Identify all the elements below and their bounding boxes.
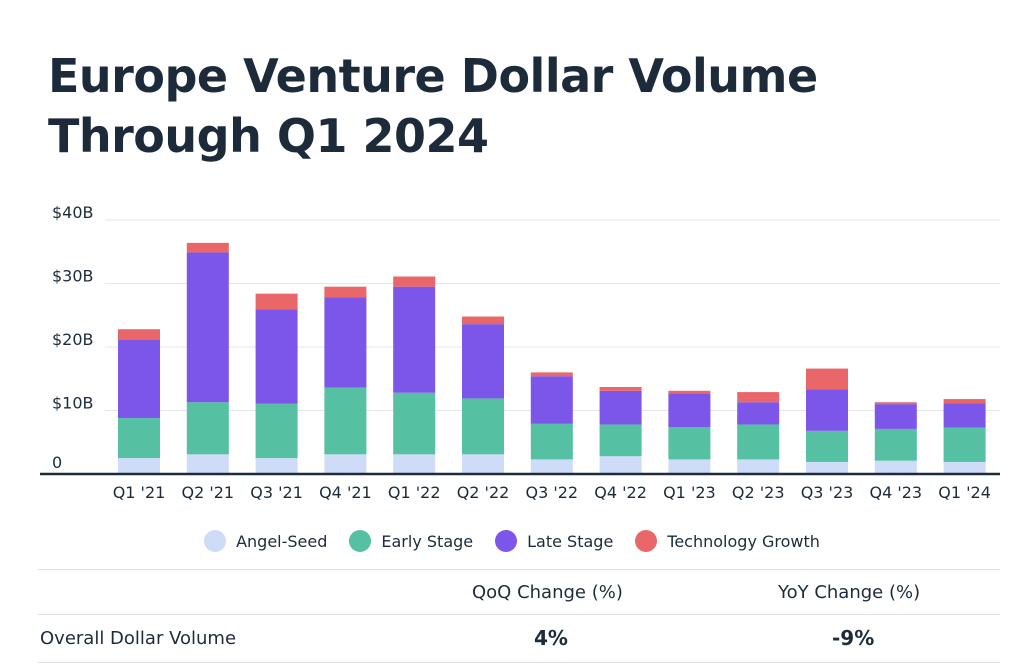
qoq-value: 4%: [534, 626, 568, 650]
legend-swatch-angel-seed: [204, 530, 227, 552]
bar-segment: [393, 392, 436, 455]
bar-segment: [599, 390, 642, 425]
yoy-value: -9%: [832, 626, 875, 650]
legend-label-late-stage: Late Stage: [527, 531, 614, 551]
x-tick-label: Q1 '23: [663, 483, 716, 502]
x-tick-label: Q3 '22: [525, 483, 578, 502]
bar-segment: [599, 424, 642, 457]
legend-item-late-stage: Late Stage: [495, 530, 613, 552]
bar-segment: [118, 340, 160, 419]
bar-segment: [186, 242, 229, 253]
y-tick-label: $10B: [52, 394, 94, 413]
y-tick-label: $30B: [52, 267, 94, 286]
bar-segment: [668, 393, 711, 428]
bar-segment: [668, 459, 711, 474]
legend-label-angel-seed: Angel-Seed: [236, 531, 328, 551]
bar-segment: [186, 252, 229, 403]
bar-segment: [393, 286, 436, 393]
x-tick-label: Q4 '22: [594, 483, 647, 502]
legend-swatch-technology-growth: [635, 530, 658, 552]
axes: 0 $10B $20B $30B $40B Q1 '21 Q2 '21 Q3 '21 Q4 '2…: [40, 203, 1000, 502]
chart-title: Europe Venture Dollar Volume Through Q1 …: [48, 49, 818, 163]
bar-segment: [462, 398, 504, 455]
bar-segment: [737, 402, 780, 425]
bar-segment: [874, 402, 917, 405]
bar-segment: [806, 461, 848, 474]
table-divider-bottom: [38, 662, 1000, 663]
bar-segment: [530, 423, 573, 460]
bar-segment: [806, 389, 848, 431]
x-tick-label: Q1 '22: [388, 483, 441, 502]
bar-segment: [599, 456, 642, 474]
bar-segment: [943, 461, 986, 474]
legend-swatch-early-stage: [349, 530, 372, 552]
bar-segment: [462, 324, 504, 399]
bar-segment: [324, 286, 367, 298]
bar-segment: [874, 428, 917, 461]
bar-segment: [806, 430, 848, 462]
bar-segment: [806, 368, 848, 390]
legend-item-early-stage: Early Stage: [349, 530, 473, 552]
y-tick-label: $40B: [52, 203, 94, 222]
y-tick-label: $20B: [52, 330, 94, 349]
bar-segment: [118, 418, 160, 459]
bar-segment: [255, 458, 298, 474]
overall-dollar-volume-label: Overall Dollar Volume: [40, 628, 237, 649]
y-tick-label: 0: [52, 453, 62, 472]
bar-segment: [324, 297, 367, 388]
bar-segment: [186, 454, 229, 474]
bar-segment: [255, 293, 298, 310]
bar-segment: [874, 460, 917, 474]
bar-segment: [737, 392, 780, 403]
yoy-header: YoY Change (%): [778, 582, 921, 603]
bar-segment: [324, 387, 367, 455]
bar-segment: [874, 404, 917, 429]
bar-segment: [943, 399, 986, 404]
legend-label-early-stage: Early Stage: [381, 531, 474, 551]
bar-segment: [668, 390, 711, 394]
qoq-header: QoQ Change (%): [472, 582, 623, 603]
legend-item-angel-seed: Angel-Seed: [204, 530, 327, 552]
bar-segment: [255, 403, 298, 459]
bar-segment: [118, 458, 160, 474]
x-tick-label: Q1 '21: [113, 483, 166, 502]
bar-segment: [530, 459, 573, 474]
bar-segment: [324, 454, 367, 474]
x-tick-label: Q2 '21: [181, 483, 234, 502]
bar-segment: [943, 403, 986, 428]
bar-segment: [599, 387, 642, 391]
legend-swatch-late-stage: [495, 530, 518, 552]
bar-segment: [118, 329, 160, 341]
bar-segment: [393, 454, 436, 474]
x-tick-label: Q3 '23: [801, 483, 854, 502]
table-divider-middle: [38, 614, 1000, 615]
x-tick-label: Q2 '22: [457, 483, 510, 502]
legend-label-technology-growth: Technology Growth: [667, 531, 820, 551]
legend: Angel-Seed Early Stage Late Stage Techno…: [0, 530, 1024, 552]
bars: [118, 242, 986, 474]
bar-segment: [255, 309, 298, 404]
table-divider-top: [38, 569, 1000, 570]
x-tick-label: Q1 '24: [938, 483, 991, 502]
bar-segment: [943, 427, 986, 462]
x-tick-label: Q4 '23: [869, 483, 922, 502]
bar-segment: [462, 316, 504, 325]
x-tick-label: Q2 '23: [732, 483, 785, 502]
bar-segment: [668, 427, 711, 460]
x-tick-label: Q3 '21: [250, 483, 303, 502]
bar-segment: [393, 276, 436, 287]
bar-segment: [737, 424, 780, 460]
stacked-bar-chart: 0 $10B $20B $30B $40B Q1 '21 Q2 '21 Q3 '21 Q4 '2…: [40, 203, 1000, 502]
bar-segment: [530, 372, 573, 377]
bar-segment: [186, 402, 229, 455]
x-tick-label: Q4 '21: [319, 483, 372, 502]
bar-segment: [737, 459, 780, 474]
bar-segment: [462, 454, 504, 474]
bar-segment: [530, 376, 573, 424]
legend-item-technology-growth: Technology Growth: [635, 530, 820, 552]
